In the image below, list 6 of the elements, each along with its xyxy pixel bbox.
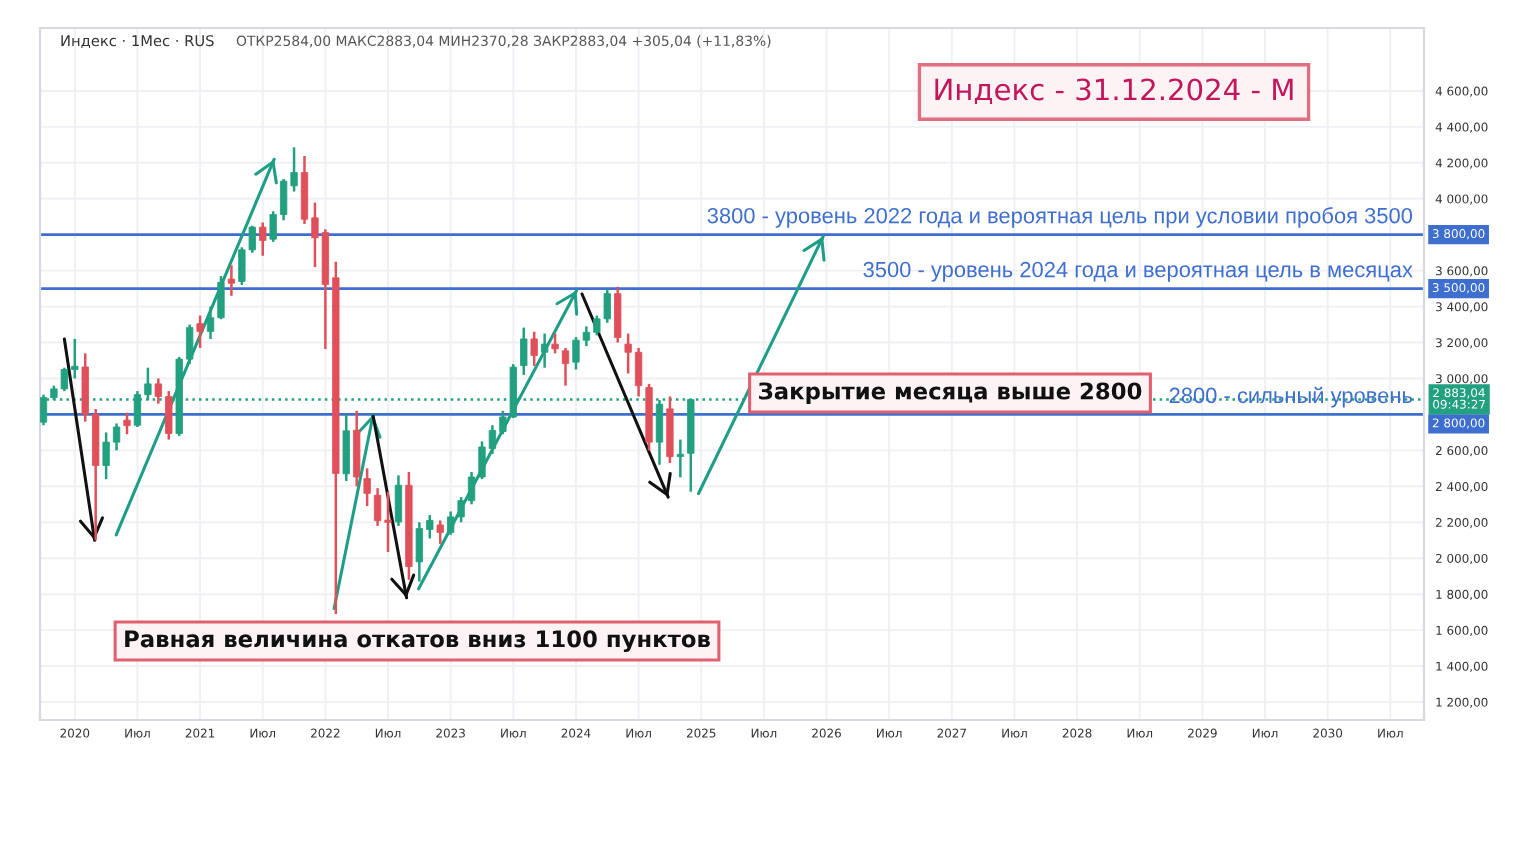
ref-line-label: 2800 - сильный уровень — [1169, 386, 1413, 408]
ref-line-label: 3500 - уровень 2024 года и вероятная цель в месяцах — [863, 261, 1413, 282]
text: Индекс - 31.12.2024 - М — [935, 78, 1293, 105]
annotation: Равная величина откатов вниз 1100 пунктов — [125, 630, 710, 653]
ref-line-label: 3800 - уровень 2022 года и вероятная цель при условии пробоя 3500 — [707, 207, 1413, 228]
annotation: Закрытие месяца выше 2800 — [759, 382, 1142, 405]
